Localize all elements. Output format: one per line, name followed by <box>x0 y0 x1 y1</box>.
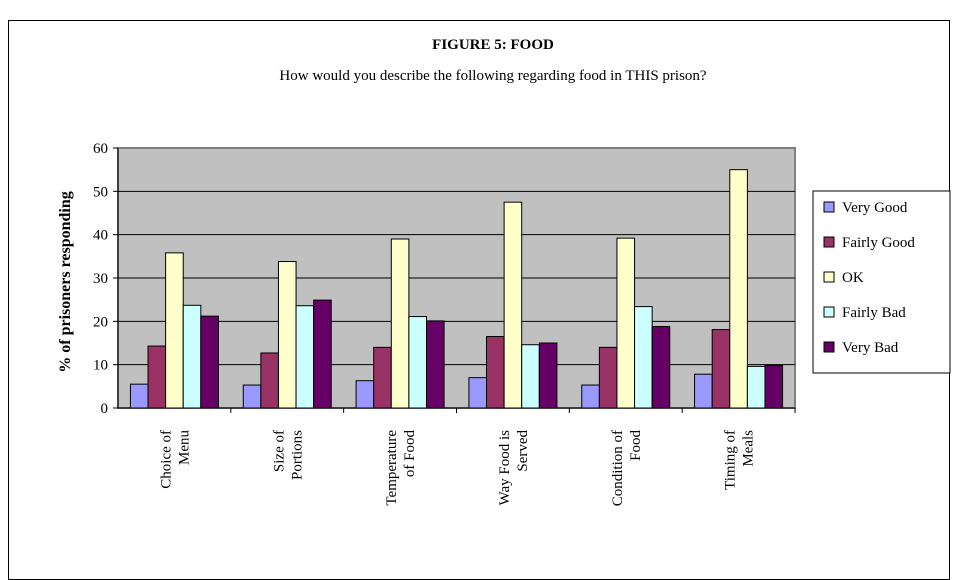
bar <box>260 352 279 409</box>
bar <box>581 384 600 409</box>
legend-label: OK <box>842 270 864 286</box>
bar-chart: FIGURE 5: FOOD How would you describe th… <box>57 37 951 507</box>
x-tick-label: Size of Portions <box>271 430 305 480</box>
chart-title: FIGURE 5: FOOD <box>432 37 554 53</box>
x-tick-label: Choice of Menu <box>158 430 192 489</box>
legend-label: Fairly Good <box>842 235 915 251</box>
bar <box>425 320 445 409</box>
bar <box>634 306 653 409</box>
y-tick-label: 30 <box>93 271 108 287</box>
bar <box>538 342 558 409</box>
bar <box>147 345 167 409</box>
bar <box>313 299 332 409</box>
y-tick-label: 40 <box>93 228 108 244</box>
x-tick-label: Temperature of Food <box>384 430 418 506</box>
bar <box>711 329 731 409</box>
legend-swatch <box>823 341 835 353</box>
bar <box>373 346 392 409</box>
legend-swatch <box>823 201 835 213</box>
x-tick-label: Condition of Food <box>610 430 644 507</box>
y-tick-label: 50 <box>93 184 108 200</box>
legend-swatch <box>823 236 835 248</box>
bar <box>277 261 297 409</box>
bar <box>242 384 262 409</box>
legend-label: Very Good <box>842 200 908 216</box>
bar <box>764 365 784 409</box>
bar <box>694 373 713 409</box>
bar <box>486 336 505 409</box>
y-tick-label: 20 <box>93 314 108 330</box>
bar <box>503 201 523 409</box>
legend-box <box>812 190 951 374</box>
bar <box>468 377 488 409</box>
y-tick-label: 10 <box>93 358 108 374</box>
y-axis-title: % of prisoners responding <box>57 191 74 373</box>
bar <box>598 346 618 409</box>
bar <box>165 252 184 409</box>
y-tick-label: 60 <box>93 141 108 157</box>
bar <box>521 344 540 409</box>
legend-swatch <box>823 271 835 283</box>
bar <box>182 304 202 409</box>
bar <box>295 305 315 409</box>
y-tick-label: 0 <box>101 401 109 417</box>
x-tick-label: Timing of Meals <box>723 430 757 490</box>
legend-swatch <box>823 306 835 318</box>
bar <box>129 383 149 409</box>
legend-label: Very Bad <box>842 340 899 356</box>
bar <box>746 365 766 409</box>
chart-subtitle: How would you describe the following reg… <box>279 68 706 84</box>
x-tick-label: Way Food is Served <box>497 430 531 506</box>
bar <box>390 238 410 409</box>
bar <box>200 315 219 409</box>
bar <box>651 326 671 409</box>
legend-label: Fairly Bad <box>842 305 906 321</box>
bar <box>729 169 748 409</box>
bar <box>355 380 375 409</box>
bar <box>616 237 636 409</box>
bar <box>408 316 427 409</box>
